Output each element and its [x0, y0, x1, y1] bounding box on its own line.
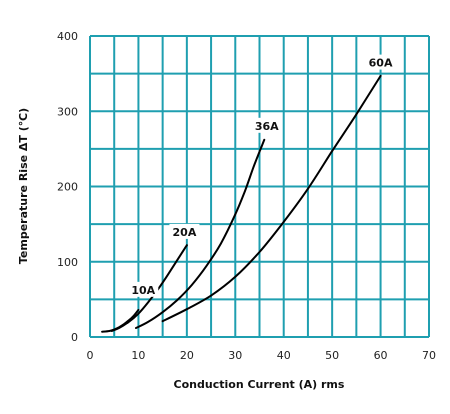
x-tick-label: 10: [131, 349, 145, 362]
series-label-background: [251, 117, 282, 133]
x-tick-label: 50: [325, 349, 339, 362]
y-tick-label: 200: [57, 181, 78, 194]
y-tick-label: 300: [57, 105, 78, 118]
y-tick-label: 400: [57, 30, 78, 43]
x-tick-label: 40: [277, 349, 291, 362]
series-labels: 10A 20A 36A 60A: [128, 54, 396, 297]
y-axis-title: Temperature Rise ΔT (℃): [17, 108, 30, 264]
series-label-background: [169, 223, 200, 239]
series-lines: [101, 74, 382, 333]
series-line-20a: [110, 244, 188, 332]
x-tick-label: 70: [422, 349, 436, 362]
series-label-36a: 36A: [255, 120, 279, 133]
series-label-10a: 10A: [131, 284, 155, 297]
series-label-60a: 60A: [369, 57, 393, 70]
y-tick-label: 100: [57, 256, 78, 269]
x-axis-title: Conduction Current (A) rms: [174, 378, 345, 391]
x-tick-label: 60: [374, 349, 388, 362]
series-label-20a: 20A: [173, 226, 197, 239]
y-tick-label: 0: [71, 331, 78, 344]
series-label-background: [365, 54, 396, 70]
series-label-background: [128, 281, 159, 297]
x-tick-label: 0: [87, 349, 94, 362]
x-tick-label: 30: [228, 349, 242, 362]
tick-labels: 0 10 20 30 40 50 60 70 0 100 200 300 400: [57, 30, 436, 362]
x-tick-label: 20: [180, 349, 194, 362]
grid: [89, 35, 430, 338]
series-line-36a: [135, 138, 266, 329]
series-line-60a: [161, 74, 382, 323]
